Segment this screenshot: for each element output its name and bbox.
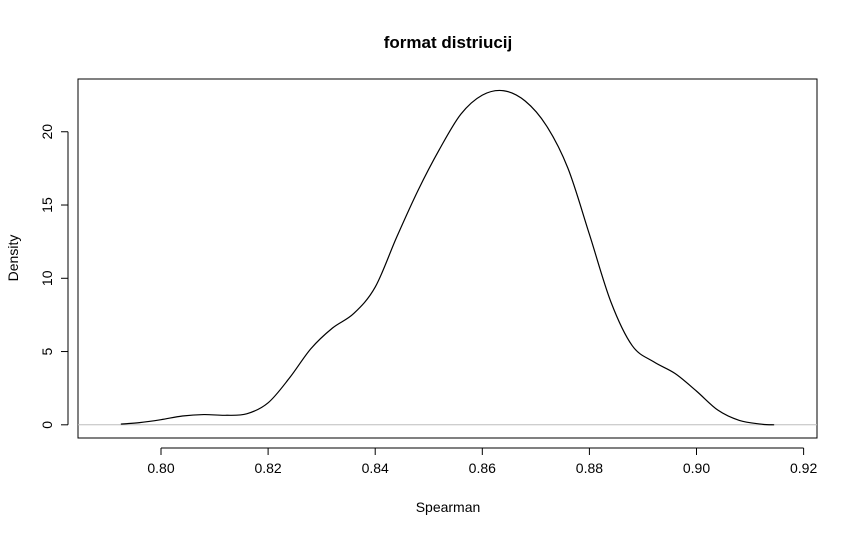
y-axis-label: Density	[5, 235, 21, 282]
x-axis-label: Spearman	[416, 499, 481, 515]
y-tick-label: 10	[39, 270, 55, 286]
chart-title: format distriucij	[384, 33, 512, 52]
x-tick-label: 0.90	[683, 460, 710, 476]
x-tick-label: 0.92	[790, 460, 817, 476]
x-tick-label: 0.88	[576, 460, 603, 476]
y-tick-label: 0	[39, 421, 55, 429]
x-axis: 0.80 0.82 0.84 0.86 0.88 0.90 0.92	[147, 447, 817, 476]
y-tick-label: 5	[39, 347, 55, 355]
x-tick-label: 0.82	[254, 460, 281, 476]
x-tick-label: 0.80	[147, 460, 174, 476]
x-tick-label: 0.84	[362, 460, 389, 476]
density-curve	[120, 89, 775, 426]
y-tick-label: 15	[39, 197, 55, 213]
y-axis: 0 5 10 15 20	[39, 124, 69, 429]
x-tick-label: 0.86	[469, 460, 496, 476]
plot-frame	[77, 78, 818, 439]
y-tick-label: 20	[39, 124, 55, 140]
